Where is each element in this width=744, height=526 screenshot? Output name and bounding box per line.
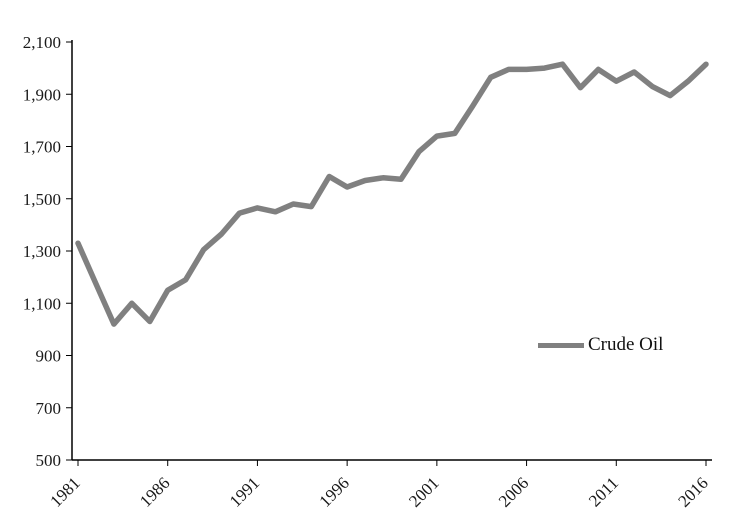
x-axis-tick-label: 1981 (46, 473, 83, 510)
x-axis-tick-label: 2016 (674, 473, 711, 510)
y-axis-tick-label: 700 (36, 399, 62, 418)
y-axis-tick-label: 1,700 (23, 138, 61, 157)
x-axis-tick-label: 2011 (585, 473, 622, 510)
y-axis-tick-label: 2,100 (23, 33, 61, 52)
legend-label: Crude Oil (588, 334, 664, 355)
x-axis-tick-label: 1986 (136, 473, 173, 510)
x-axis-tick-label: 1996 (315, 473, 352, 510)
y-axis-tick-label: 1,100 (23, 294, 61, 313)
y-axis-tick-label: 900 (36, 347, 62, 366)
series-line-crude-oil (75, 61, 709, 327)
x-axis-tick-label: 2006 (495, 473, 532, 510)
x-axis-tick-label: 1991 (226, 473, 263, 510)
y-axis-tick-label: 1,900 (23, 85, 61, 104)
y-axis-tick-label: 1,300 (23, 242, 61, 261)
y-axis-tick-label: 500 (36, 451, 62, 470)
x-axis-tick-label: 2001 (405, 473, 442, 510)
y-axis-tick-label: 1,500 (23, 190, 61, 209)
chart-legend: Crude Oil (538, 334, 663, 356)
legend-line-swatch-icon (538, 342, 584, 348)
